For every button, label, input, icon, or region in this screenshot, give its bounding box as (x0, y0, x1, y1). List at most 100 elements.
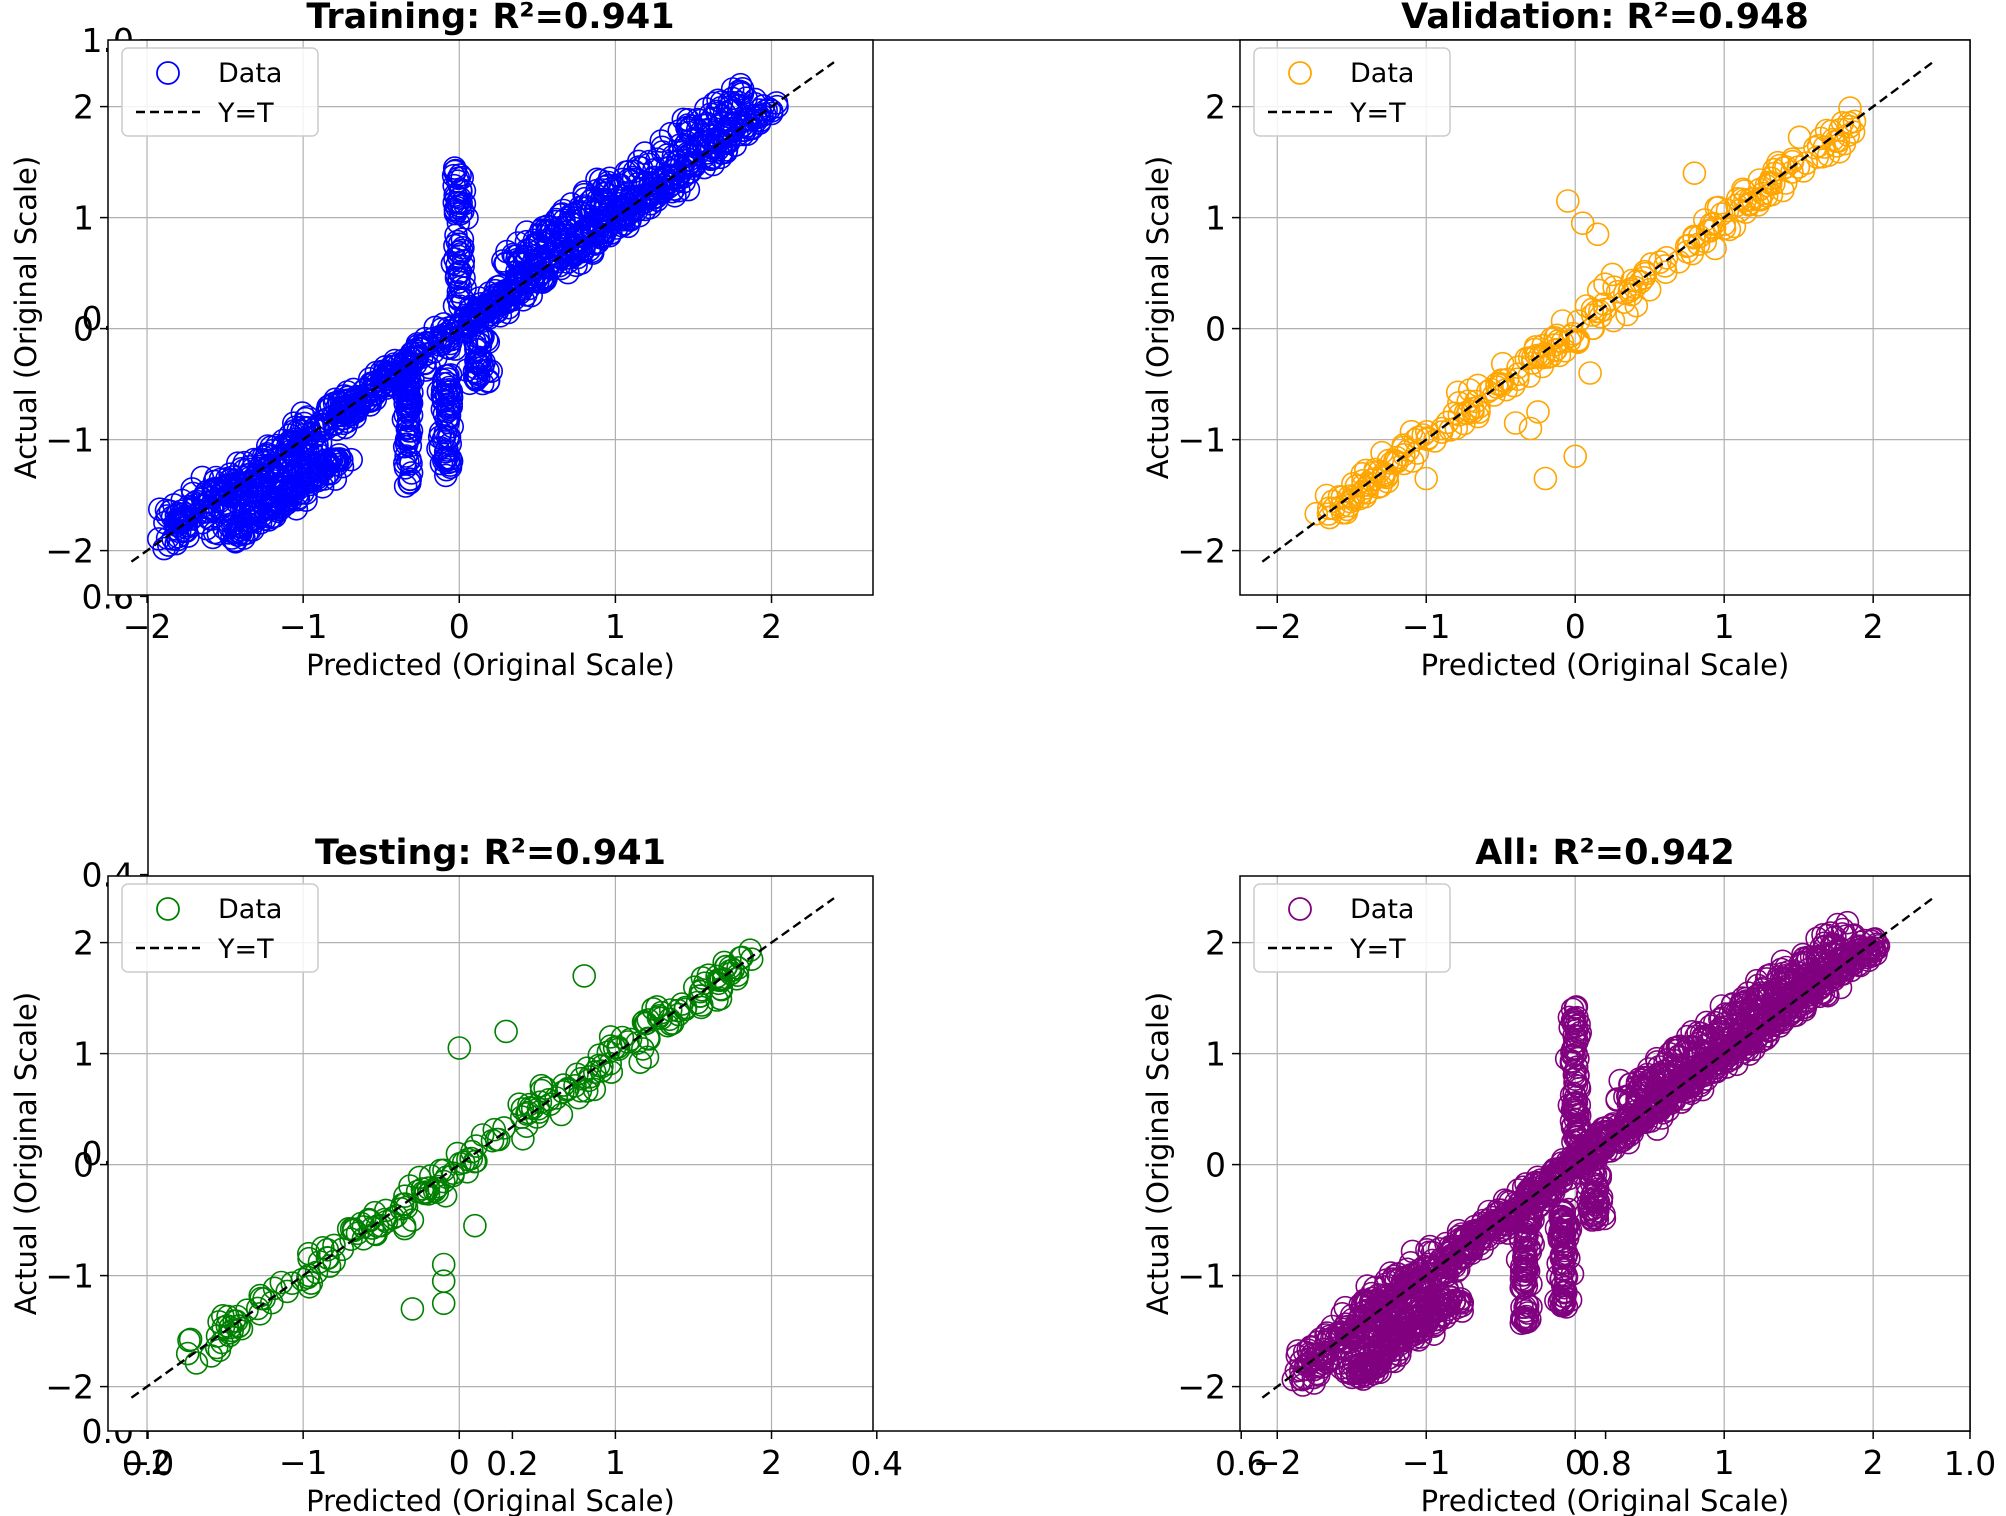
data-point (1703, 236, 1727, 261)
data-point (1350, 461, 1374, 486)
data-point (1551, 1162, 1576, 1186)
data-point (1565, 1005, 1589, 1030)
data-point (1672, 1039, 1696, 1064)
data-point (494, 1019, 518, 1044)
data-point (1727, 1000, 1752, 1025)
data-point (1563, 996, 1588, 1020)
data-point (1580, 316, 1605, 341)
data-point (438, 455, 463, 480)
data-point (467, 352, 492, 377)
data-point (1838, 96, 1862, 120)
data-point (202, 469, 227, 494)
data-point (1579, 1171, 1604, 1196)
y-tick-label: 1 (1205, 199, 1226, 238)
data-point (1408, 1325, 1433, 1349)
data-point (1719, 1046, 1744, 1071)
data-point (1625, 269, 1649, 293)
y-tick-label: 2 (1205, 88, 1226, 127)
data-point (339, 447, 364, 472)
data-point (428, 420, 453, 445)
data-point (1588, 1163, 1613, 1188)
x-tick-label: −2 (123, 1443, 172, 1482)
legend-line-label: Y=T (1349, 98, 1406, 129)
data-point (1380, 1334, 1404, 1359)
data-point (1466, 373, 1490, 398)
data-point (433, 439, 458, 464)
data-point (539, 215, 564, 239)
data-point (393, 455, 418, 480)
data-point (395, 383, 420, 407)
y-tick-label: 0 (73, 310, 94, 349)
data-point (1511, 1175, 1536, 1199)
data-point (757, 97, 782, 121)
y-tick-label: −1 (1177, 1257, 1226, 1296)
data-point (1383, 448, 1407, 473)
data-point (1494, 377, 1518, 402)
data-point (1514, 1228, 1538, 1252)
data-point (435, 363, 460, 388)
data-point (1336, 1322, 1360, 1347)
data-point (1639, 1102, 1663, 1126)
data-point (1706, 195, 1731, 220)
data-point (304, 1260, 329, 1285)
legend-line-label: Y=T (217, 934, 274, 965)
data-point (255, 434, 280, 458)
data-point (1503, 411, 1528, 435)
data-point (397, 367, 422, 392)
data-point (562, 233, 586, 258)
data-point (392, 1213, 417, 1238)
data-point (1316, 502, 1341, 526)
data-point (203, 476, 228, 501)
data-point (1616, 1092, 1641, 1117)
data-point (1561, 1130, 1585, 1154)
x-tick-label: −1 (1402, 1443, 1451, 1482)
data-point (698, 147, 723, 172)
panel-title: Testing: R²=0.941 (315, 833, 666, 873)
data-point (1327, 484, 1352, 509)
data-point (243, 499, 267, 523)
data-point (1505, 1247, 1530, 1272)
data-points (175, 938, 764, 1375)
data-point (294, 415, 319, 440)
data-point (1441, 1236, 1466, 1260)
data-point (1646, 1063, 1670, 1087)
data-point (397, 424, 421, 449)
data-point (1526, 400, 1550, 424)
data-point (1308, 1342, 1332, 1367)
data-point (1737, 193, 1761, 217)
legend-box (1253, 47, 1451, 137)
data-point (626, 149, 651, 174)
data-point (450, 285, 474, 310)
data-point (455, 206, 479, 230)
outer-x-tick-label: 1.0 (1944, 1444, 1996, 1483)
data-point (1841, 952, 1865, 976)
y-axis-label: Actual (Original Scale) (9, 156, 43, 479)
data-point (1514, 1269, 1538, 1294)
legend: Data Y=T (1253, 47, 1451, 137)
data-point (649, 129, 674, 153)
data-point (467, 337, 492, 362)
data-point (1554, 1263, 1578, 1288)
data-point (650, 135, 674, 160)
data-point (1461, 399, 1485, 424)
axes-frame (107, 39, 874, 596)
data-point (707, 968, 732, 993)
data-point (330, 1237, 355, 1262)
data-point (1737, 998, 1762, 1023)
data-point (1857, 939, 1881, 964)
x-tick-label: 1 (605, 1443, 626, 1482)
data-point (1599, 1139, 1623, 1163)
data-point (393, 1184, 417, 1208)
legend-marker-data (1288, 61, 1312, 85)
data-point (1439, 1248, 1463, 1272)
data-point (468, 325, 493, 350)
data-point (223, 529, 248, 554)
data-point (1632, 1077, 1657, 1102)
data-point (1414, 466, 1438, 491)
data-point (1739, 1024, 1764, 1049)
data-point (343, 388, 368, 412)
data-point (1564, 1090, 1589, 1115)
data-point (1586, 278, 1611, 303)
legend-data-label: Data (218, 894, 282, 925)
data-point (730, 945, 754, 970)
